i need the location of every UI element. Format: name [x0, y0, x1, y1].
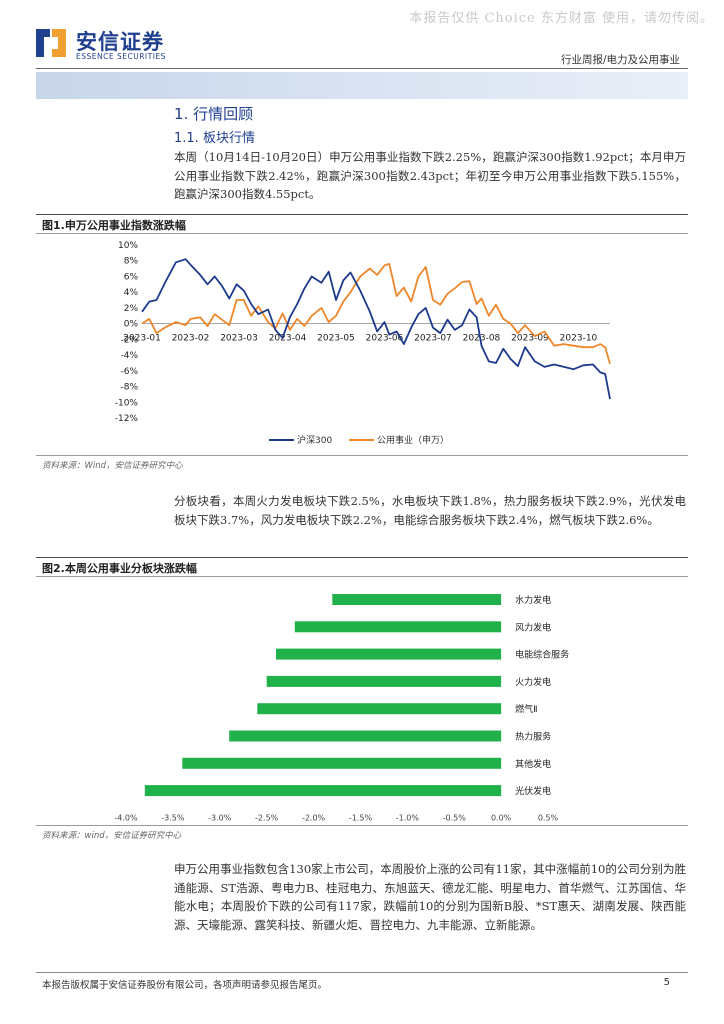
y-tick-label: -4% — [120, 351, 138, 361]
footer-disclaimer: 本报告版权属于安信证券股份有限公司，各项声明请参见报告尾页。 — [42, 980, 328, 991]
x-tick-label: -1.5% — [349, 813, 373, 822]
category-label: 电能综合服务 — [515, 649, 569, 661]
figure1-bottom-rule — [36, 455, 688, 456]
category-label: 风力发电 — [515, 621, 551, 633]
y-tick-label: 4% — [124, 288, 139, 298]
bar-5 — [229, 730, 502, 742]
watermark: 本报告仅供 Choice 东方财富 使用，请勿传阅。 — [409, 11, 714, 26]
brand-name-en: ESSENCE SECURITIES — [76, 52, 166, 61]
x-tick-label: 0.0% — [491, 813, 512, 822]
bar-7 — [144, 785, 502, 797]
category-label: 水力发电 — [515, 594, 551, 606]
paragraph-sectors: 分板块看，本周火力发电板块下跌2.5%，水电板块下跌1.8%，热力服务板块下跌2… — [174, 494, 686, 527]
header-divider — [36, 68, 688, 69]
subsection-heading: 1.1. 板块行情 — [174, 131, 255, 146]
bar-2 — [276, 648, 502, 660]
x-tick-label: 2023-06 — [366, 334, 404, 344]
figure2-bottom-rule — [36, 825, 688, 826]
y-tick-label: 8% — [124, 257, 139, 267]
logo-icon — [36, 29, 66, 57]
bar-0 — [332, 594, 502, 605]
x-tick-label: 2023-10 — [560, 334, 598, 344]
figure2-top-rule — [36, 557, 688, 558]
category-label: 火力发电 — [515, 676, 551, 688]
category-label: 热力服务 — [515, 731, 551, 743]
figure1-source: 资料来源：Wind，安信证券研究中心 — [42, 461, 183, 471]
x-tick-label: -3.0% — [208, 813, 232, 822]
series-line-utilities — [141, 262, 611, 364]
figure2-source: 资料来源：wind，安信证券研究中心 — [42, 831, 182, 841]
figure1-title: 图1.申万公用事业指数涨跌幅 — [42, 219, 186, 232]
y-tick-label: 0% — [124, 320, 139, 330]
x-tick-label: 2023-03 — [220, 334, 258, 344]
x-tick-label: -2.5% — [255, 813, 279, 822]
report-category: 行业周报/电力及公用事业 — [560, 54, 680, 66]
figure2-title: 图2.本周公用事业分板块涨跌幅 — [42, 562, 197, 575]
x-tick-label: 2023-08 — [463, 334, 501, 344]
line-chart-index-change: 10% 8% 6% 4% 2% 0% -2% -4% -6% -8% -10% -12% 2023-0… — [115, 241, 611, 446]
category-label: 其他发电 — [515, 758, 551, 770]
x-tick-label: 0.5% — [538, 813, 559, 822]
section-heading: 1. 行情回顾 — [174, 105, 254, 123]
header-band — [36, 72, 688, 99]
bar-3 — [266, 675, 502, 687]
brand-name-cn: 安信证券 — [76, 30, 164, 54]
figure2-title-rule — [36, 576, 688, 577]
x-tick-label: -2.0% — [302, 813, 326, 822]
category-label: 燃气Ⅱ — [515, 703, 537, 715]
y-tick-label: -2% — [120, 335, 138, 345]
paragraph-constituents: 申万公用事业指数包含130家上市公司，本周股价上涨的公司有11家，其中涨幅前10… — [174, 862, 686, 932]
y-tick-label: -8% — [120, 383, 138, 393]
bar-4 — [257, 703, 502, 715]
x-tick-label: 2023-01 — [123, 334, 161, 344]
series-line-hs300 — [141, 258, 611, 400]
page-number: 5 — [663, 977, 670, 988]
bar-1 — [294, 621, 502, 633]
x-tick-label: 2023-05 — [317, 334, 355, 344]
y-tick-label: -12% — [115, 414, 139, 424]
x-tick-label: -3.5% — [161, 813, 185, 822]
legend-label-utilities: 公用事业（申万） — [377, 434, 449, 446]
y-tick-label: 6% — [124, 272, 139, 282]
brand-logo: 安信证券 ESSENCE SECURITIES — [36, 24, 206, 64]
x-tick-label: -1.0% — [396, 813, 420, 822]
paragraph-summary: 本周（10月14日-10月20日）申万公用事业指数下跌2.25%，跑赢沪深300… — [174, 150, 686, 201]
footer-divider — [36, 972, 688, 973]
x-tick-label: 2023-07 — [414, 334, 452, 344]
x-tick-label: 2023-04 — [269, 334, 307, 344]
y-tick-label: -6% — [120, 367, 138, 377]
x-tick-label: 2023-09 — [511, 334, 549, 344]
legend-label-hs300: 沪深300 — [297, 434, 332, 446]
y-tick-label: -10% — [115, 398, 139, 408]
y-tick-label: 10% — [118, 241, 138, 251]
bar-6 — [182, 757, 502, 769]
x-tick-label: -4.0% — [114, 813, 138, 822]
x-tick-label: -0.5% — [443, 813, 467, 822]
category-label: 光伏发电 — [515, 785, 551, 797]
figure1-title-rule — [36, 233, 688, 234]
figure1-top-rule — [36, 214, 688, 215]
y-tick-label: 2% — [124, 304, 139, 314]
x-tick-label: 2023-02 — [172, 334, 210, 344]
